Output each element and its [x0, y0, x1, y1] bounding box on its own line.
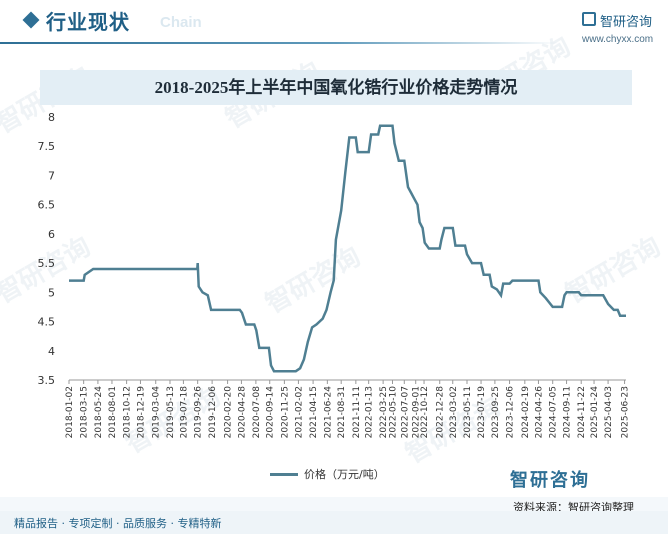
x-tick-label: 2024-07-05 — [549, 386, 559, 438]
legend-label: 价格（万元/吨） — [304, 468, 385, 481]
y-tick-label: 6 — [48, 228, 55, 241]
x-tick-label: 2020-09-14 — [266, 386, 276, 439]
y-tick-label: 3.5 — [38, 374, 56, 387]
x-tick-label: 2019-07-18 — [179, 386, 189, 439]
y-tick-label: 7 — [48, 169, 55, 182]
x-tick-label: 2019-12-06 — [208, 386, 218, 439]
x-tick-label: 2019-03-04 — [152, 386, 162, 439]
y-tick-label: 8 — [48, 111, 55, 124]
source-text: 资料来源：智研咨询整理 — [513, 501, 634, 514]
x-tick-label: 2022-05-10 — [388, 386, 398, 439]
x-tick-label: 2024-09-11 — [563, 386, 573, 438]
x-tick-label: 2019-05-13 — [166, 386, 176, 438]
x-tick-label: 2022-07-07 — [400, 386, 410, 438]
brand-logo-icon — [582, 12, 596, 26]
footer-bar: 精品报告 · 专项定制 · 品质服务 · 专精特新 — [0, 511, 668, 534]
x-tick-label: 2024-04-26 — [534, 386, 544, 439]
x-tick-label: 2024-02-19 — [521, 386, 531, 439]
section-title: 行业现状 — [46, 10, 130, 34]
x-tick-label: 2024-11-22 — [577, 386, 587, 438]
brand-url: www.chyxx.com — [582, 34, 654, 45]
x-tick-label: 2023-09-25 — [491, 386, 501, 438]
x-tick-label: 2021-02-02 — [294, 386, 304, 438]
y-tick-label: 4 — [48, 345, 55, 358]
x-tick-label: 2022-01-13 — [365, 386, 375, 438]
y-tick-label: 5.5 — [38, 257, 56, 270]
x-tick-label: 2018-12-19 — [136, 386, 146, 439]
x-tick-label: 2020-07-08 — [252, 386, 262, 439]
x-tick-label: 2018-03-15 — [80, 386, 90, 438]
price-series-line — [69, 124, 626, 373]
x-tick-label: 2023-07-19 — [477, 386, 487, 439]
y-tick-label: 7.5 — [38, 140, 56, 153]
x-tick-label: 2020-11-25 — [280, 386, 290, 438]
section-title-en: Chain — [160, 14, 202, 31]
x-tick-label: 2025-01-24 — [590, 386, 600, 439]
brand-name: 智研咨询 — [600, 15, 653, 30]
x-tick-label: 2019-09-26 — [194, 386, 204, 439]
x-tick-label: 2025-04-03 — [604, 386, 614, 438]
x-tick-label: 2023-12-06 — [506, 386, 516, 439]
x-tick-label: 2021-04-15 — [309, 386, 319, 438]
legend-swatch — [270, 473, 298, 476]
x-tick-label: 2018-10-12 — [123, 386, 133, 438]
x-tick-label: 2022-12-28 — [436, 386, 446, 439]
chart-title: 2018-2025年上半年中国氧化锆行业价格走势情况 — [154, 78, 518, 97]
y-tick-label: 6.5 — [38, 199, 56, 212]
x-tick-label: 2018-05-24 — [94, 386, 104, 439]
header-divider — [0, 42, 560, 44]
x-tick-label: 2021-11-11 — [352, 386, 362, 438]
x-tick-label: 2025-06-23 — [621, 386, 631, 438]
x-tick-label: 2018-01-02 — [65, 386, 75, 438]
y-tick-label: 4.5 — [38, 316, 56, 329]
footer-text: 精品报告 · 专项定制 · 品质服务 · 专精特新 — [14, 517, 222, 530]
section-header: 行业现状 Chain 智研咨询 www.chyxx.com — [0, 0, 668, 50]
x-tick-label: 2022-10-12 — [420, 386, 430, 438]
chart-title-banner: 2018-2025年上半年中国氧化锆行业价格走势情况 — [40, 70, 632, 105]
x-tick-label: 2021-08-31 — [337, 386, 347, 438]
x-tick-label: 2023-05-11 — [463, 386, 473, 438]
x-tick-label: 2020-02-20 — [224, 386, 234, 439]
x-tick-label: 2021-06-24 — [323, 386, 333, 439]
x-tick-label: 2020-04-28 — [237, 386, 247, 439]
x-tick-label: 2018-08-01 — [108, 386, 118, 438]
x-tick-label: 2023-03-02 — [449, 386, 459, 438]
x-tick-label: 2022-03-25 — [379, 386, 389, 438]
x-tick-label: 2022-09-01 — [412, 386, 422, 438]
y-tick-label: 5 — [48, 286, 55, 299]
watermark-logo: 智研咨询 — [510, 470, 590, 491]
